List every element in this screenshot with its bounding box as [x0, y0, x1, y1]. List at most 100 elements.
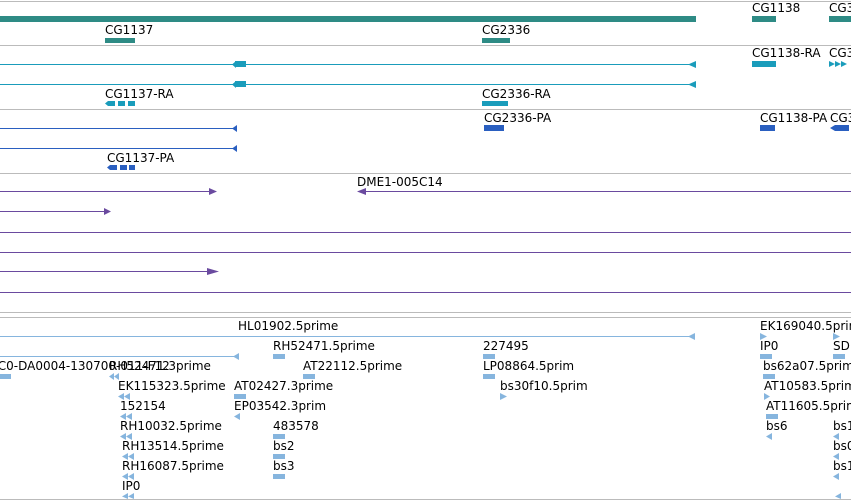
est-track: HL01902.5prime EK169040.5prime RH52471.5… — [0, 319, 851, 499]
est-feature[interactable] — [273, 354, 285, 359]
est-arrow[interactable] — [764, 393, 770, 400]
est-arrow[interactable] — [118, 393, 124, 400]
est-arrow[interactable] — [234, 413, 240, 420]
est-arrow[interactable] — [760, 333, 767, 340]
est-arrow[interactable] — [120, 413, 126, 420]
est-label: bs6 — [766, 419, 788, 433]
protein-CG2336-PA[interactable] — [484, 125, 504, 131]
gene-CG1137[interactable] — [105, 38, 135, 43]
est-label: IP0 — [760, 339, 778, 353]
est-arrow[interactable] — [833, 433, 839, 440]
transcript-CG1138-RA[interactable] — [752, 61, 776, 67]
est-arrow — [688, 333, 695, 340]
est-arrow[interactable] — [766, 433, 772, 440]
est-label: AT02427.3prime — [234, 379, 333, 393]
est-feature[interactable] — [303, 374, 315, 379]
est-label: bs07a11.5prime — [833, 439, 851, 453]
transcript-arrow — [232, 81, 236, 88]
est-arrow[interactable] — [126, 433, 132, 440]
transcript-arrow — [105, 101, 108, 106]
est-label: bs30f10.5prim — [500, 379, 588, 393]
est-arrow[interactable] — [833, 333, 840, 340]
protein-CG1137-PA[interactable] — [107, 165, 135, 170]
est-feature[interactable] — [833, 354, 845, 359]
est-label: EK169040.5prime — [760, 319, 851, 333]
est-arrow[interactable] — [833, 453, 839, 460]
est-arrow[interactable] — [128, 493, 134, 499]
transcript-label-CG1138-RA: CG1138-RA — [752, 46, 821, 60]
transcript-label-CG3: CG3 — [829, 46, 851, 60]
protein-exon — [835, 125, 849, 131]
transcript-CG2336-RA[interactable] — [482, 101, 508, 106]
est-arrow[interactable] — [128, 473, 134, 480]
transcript-track: CG1137-RA CG2336-RA CG1138-RA CG3 — [0, 46, 851, 106]
protein-track: CG1137-PA CG2336-PA CG1138-PA CG3 — [0, 111, 851, 170]
est-label: 227495 — [483, 339, 529, 353]
est-arrow[interactable] — [109, 373, 114, 380]
clone-track: DME1-005C14 — [0, 175, 851, 293]
clone-arrow — [209, 188, 217, 195]
est-arrow[interactable] — [122, 493, 128, 499]
est-label: bs62a07.5prime — [763, 359, 851, 373]
transcript-exon — [118, 101, 125, 106]
transcript-arrow — [688, 81, 696, 88]
gene-label-CG3: CG3 — [829, 1, 851, 15]
gene-label-CG1137: CG1137 — [105, 23, 153, 37]
est-arrow[interactable] — [126, 413, 132, 420]
est-feature[interactable] — [763, 374, 775, 379]
transcript-arrow — [688, 61, 696, 68]
gene-CG1138[interactable] — [752, 16, 776, 22]
protein-arrow — [830, 125, 835, 131]
est-label: bs3 — [273, 459, 295, 473]
est-label: bs12e07.5prime — [833, 419, 851, 433]
transcript-CG3[interactable] — [829, 61, 847, 67]
gene-CG3[interactable] — [829, 16, 851, 22]
est-label: RH13514.5prime — [122, 439, 224, 453]
gene-CG2336[interactable] — [482, 38, 510, 43]
protein-label-CG1138-PA: CG1138-PA — [760, 111, 828, 125]
est-arrow[interactable] — [114, 373, 119, 380]
est-feature[interactable] — [483, 374, 495, 379]
est-label: bs19h11.5prime — [833, 459, 851, 473]
protein-arrow — [232, 145, 237, 152]
transcript-exon — [128, 101, 135, 106]
protein-CG3[interactable] — [830, 125, 849, 131]
clone-arrow — [207, 268, 219, 275]
est-arrow[interactable] — [120, 433, 126, 440]
est-arrow[interactable] — [833, 473, 839, 480]
est-arrow[interactable] — [124, 393, 130, 400]
est-label: AT10583.5prime — [764, 379, 851, 393]
est-label: RH52471.3prime — [109, 359, 211, 373]
est-feature[interactable] — [234, 394, 246, 399]
est-arrow[interactable] — [122, 453, 128, 460]
gene-track: CG1137 CG2336 CG1138 CG3 — [0, 1, 851, 43]
est-arrow[interactable] — [122, 473, 128, 480]
protein-exon — [129, 165, 135, 170]
transcript-arrow — [232, 61, 236, 68]
est-feature[interactable] — [0, 374, 11, 379]
transcript-exon — [108, 101, 115, 106]
est-label: AT11605.5prime — [766, 399, 851, 413]
est-arrow[interactable] — [500, 393, 507, 400]
est-label: RH16087.5prime — [122, 459, 224, 473]
est-arrow[interactable] — [835, 493, 841, 499]
transcript-exon[interactable] — [235, 81, 246, 87]
est-feature[interactable] — [760, 354, 772, 359]
transcript-CG1137-RA[interactable] — [105, 101, 135, 106]
est-feature[interactable] — [273, 474, 285, 479]
clone-arrow — [357, 188, 366, 195]
gene-span[interactable] — [0, 16, 696, 22]
est-feature[interactable] — [766, 414, 778, 419]
est-feature[interactable] — [273, 454, 285, 459]
est-label: RH10032.5prime — [120, 419, 222, 433]
est-arrow[interactable] — [128, 453, 134, 460]
transcript-exon[interactable] — [235, 61, 246, 67]
protein-CG1138-PA[interactable] — [760, 125, 775, 131]
est-feature[interactable] — [273, 434, 285, 439]
est-label: RH52471.5prime — [273, 339, 375, 353]
est-label: IP0 — [122, 479, 140, 493]
est-feature[interactable] — [483, 354, 495, 359]
